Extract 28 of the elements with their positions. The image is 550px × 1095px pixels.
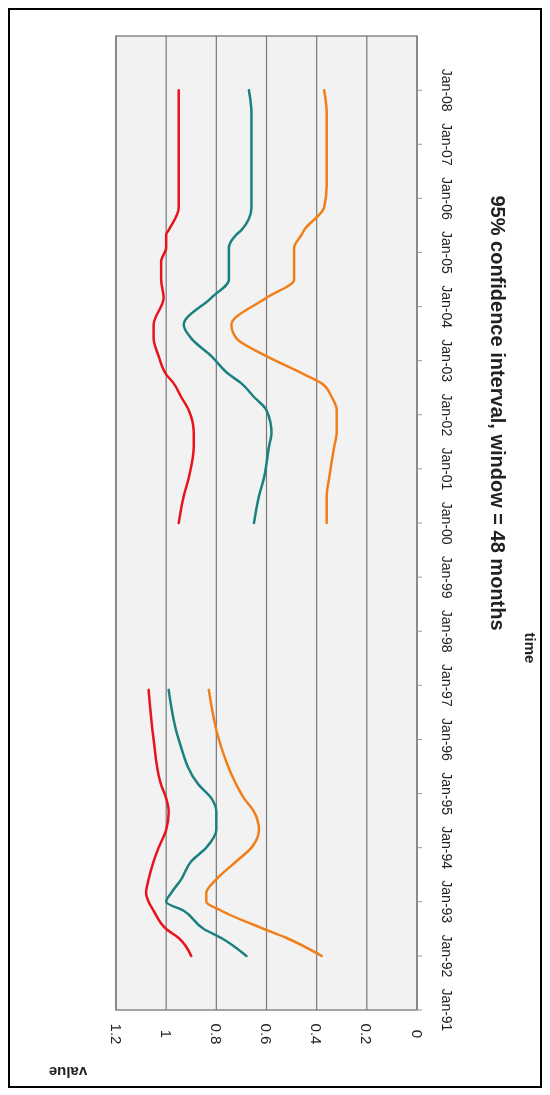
y-tick-label: Jan-98 <box>439 609 455 653</box>
y-tick-label: Jan-94 <box>439 826 455 870</box>
x-tick-label: 1.2 <box>107 1023 125 1045</box>
y-tick-label: Jan-00 <box>439 501 455 545</box>
x-tick-label: 0 <box>408 1029 426 1039</box>
y-tick-label: Jan-91 <box>439 988 455 1032</box>
text: 95% confidence interval, window = 48 months <box>487 195 509 631</box>
y-tick-label: Jan-96 <box>439 718 455 762</box>
y-tick-label: Jan-08 <box>439 68 455 112</box>
x-tick-label: 1 <box>157 1029 175 1039</box>
y-tick-label: Jan-07 <box>439 122 455 166</box>
y-tick-label: Jan-06 <box>439 176 455 220</box>
x-tick-label: 0.8 <box>207 1023 225 1045</box>
y-tick-label: Jan-04 <box>439 285 455 329</box>
y-axis-title: time <box>521 632 539 664</box>
x-tick-label: 0.4 <box>308 1023 326 1045</box>
y-tick-label: Jan-03 <box>439 339 455 383</box>
y-tick-label: Jan-92 <box>439 934 455 978</box>
y-tick-label: Jan-02 <box>439 393 455 437</box>
y-tick-label: Jan-99 <box>439 555 455 599</box>
y-tick-label: Jan-93 <box>439 880 455 924</box>
y-tick-label: Jan-95 <box>439 772 455 816</box>
x-tick-label: 0.6 <box>258 1023 275 1045</box>
y-tick-label: Jan-97 <box>439 663 455 707</box>
x-tick-label: 0.2 <box>358 1023 376 1045</box>
y-tick-label: Jan-05 <box>439 231 455 275</box>
x-axis-title: value <box>48 1063 88 1081</box>
y-tick-label: Jan-01 <box>439 447 455 491</box>
